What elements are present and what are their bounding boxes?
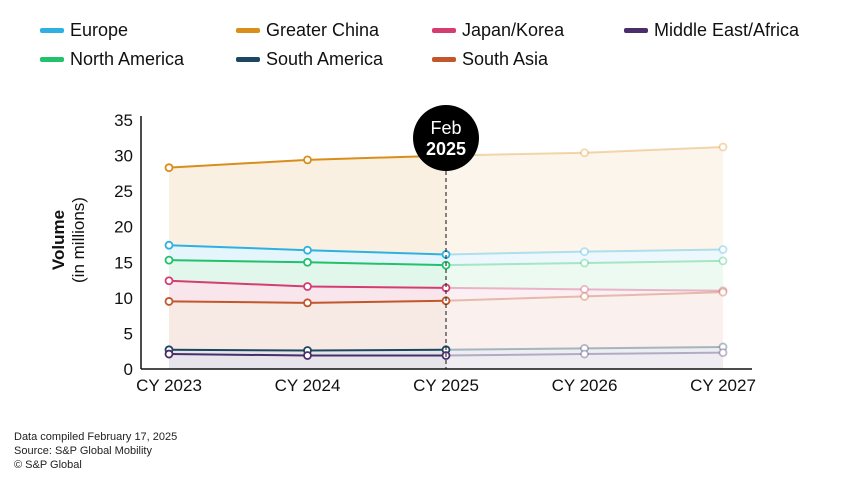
legend-swatch [40,57,64,62]
data-point [580,349,589,359]
legend-swatch [432,57,456,62]
legend-swatch [236,57,260,62]
legend-item-europe: Europe [40,20,128,41]
legend-label: Europe [70,20,129,40]
data-point [718,348,728,358]
y-axis-title: Volume [49,210,68,270]
data-point [580,284,589,294]
data-point [718,142,728,152]
series-north-america [164,255,728,270]
legend-label: South America [266,49,384,69]
legend-item-japan-korea: Japan/Korea [432,20,564,41]
forecast-badge-month: Feb [430,118,461,138]
legend-item-south-asia: South Asia [432,49,548,70]
y-tick-label: 30 [114,147,133,166]
data-point [580,258,589,268]
data-point [303,257,312,267]
series-south-asia [164,287,728,308]
x-tick-label: CY 2025 [413,376,479,395]
legend-item-south-america: South America [236,49,383,70]
footer: Data compiled February 17, 2025 Source: … [14,430,177,472]
data-point [580,292,589,301]
footer-compiled-date: Data compiled February 17, 2025 [14,431,178,443]
data-point [164,297,174,306]
data-point [303,155,312,165]
legend-swatch [236,28,260,33]
legend-swatch [432,28,456,33]
data-point [580,148,589,158]
x-tick-label: CY 2023 [136,376,202,395]
y-tick-label: 0 [124,360,133,379]
x-tick-label: CY 2027 [690,376,756,395]
y-tick-label: 5 [124,324,133,343]
forecast-badge-year: 2025 [426,139,466,159]
legend-item-greater-china: Greater China [236,20,379,41]
data-point [164,349,174,359]
legend-label: North America [70,49,185,69]
legend-label: Middle East/Africa [654,20,800,40]
series-layer [164,142,728,360]
footer-copyright: © S&P Global [14,459,82,471]
y-tick-label: 25 [114,182,133,201]
data-point [580,247,589,257]
data-point [303,282,312,291]
x-tick-label: CY 2026 [552,376,618,395]
y-tick-label: 10 [114,289,133,308]
legend-item-middle-east-africa: Middle East/Africa [624,20,799,41]
y-axis-subtitle: (in millions) [69,197,88,283]
legend-item-north-america: North America [40,49,184,70]
legend-swatch [40,28,64,33]
legend-label: South Asia [462,49,549,69]
y-tick-label: 15 [114,253,133,272]
forecast-overlay [446,145,723,369]
y-tick-label: 35 [114,111,133,130]
legend-label: Japan/Korea [462,20,565,40]
legend-label: Greater China [266,20,380,40]
data-point [164,255,174,265]
data-point [303,351,312,360]
series-middle-east-africa [164,348,728,360]
data-point [164,240,174,250]
data-point [303,245,312,255]
data-point [718,287,728,297]
data-point [718,256,728,266]
data-point [164,163,174,173]
data-point [164,276,174,286]
data-point [303,298,312,308]
footer-source: Source: S&P Global Mobility [14,445,152,457]
series-europe [164,240,728,259]
x-tick-label: CY 2024 [275,376,341,395]
data-point [718,245,728,254]
legend-swatch [624,28,648,33]
forecast-badge [413,105,479,171]
y-tick-label: 20 [114,218,133,237]
